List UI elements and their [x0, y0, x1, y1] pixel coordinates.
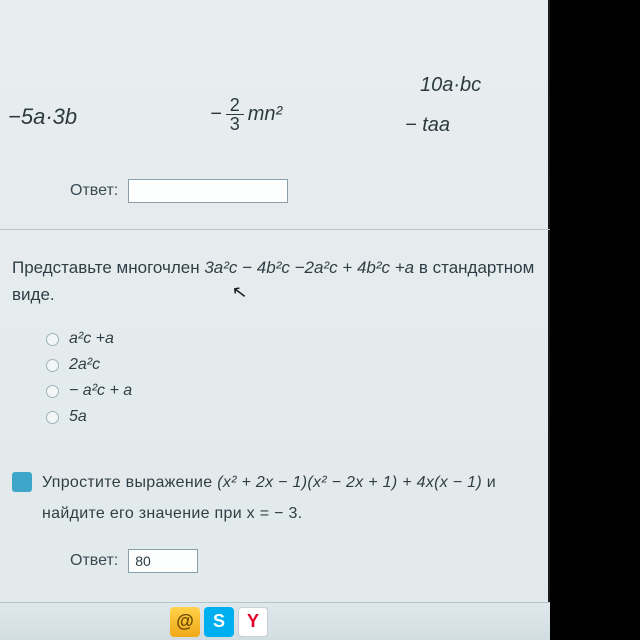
expr-right-top: 10a·bc	[420, 74, 481, 97]
radio-icon	[46, 411, 59, 424]
answer-row-1: Ответ:	[0, 157, 550, 225]
fraction: 2 3	[226, 96, 244, 133]
option-label: 5a	[69, 408, 87, 426]
q2-expr: (x² + 2x − 1)(x² − 2x + 1) + 4x(x − 1)	[217, 474, 482, 491]
frac-num: 2	[226, 96, 244, 115]
q2-line1a: Упростите выражение	[42, 474, 217, 491]
radio-icon	[46, 333, 59, 346]
question-1: Представьте многочлен 3a²c − 4b²c −2a²c …	[0, 230, 550, 318]
expr-middle: − 2 3 mn²	[210, 96, 282, 133]
option-4[interactable]: 5a	[46, 404, 550, 430]
yandex-icon[interactable]: Y	[238, 607, 268, 637]
option-label: − a²c + a	[69, 382, 132, 400]
expr-left: −5a·3b	[0, 104, 77, 130]
skype-icon[interactable]: S	[204, 607, 234, 637]
answer-row-2: Ответ:	[0, 535, 550, 573]
option-label: 2a²c	[69, 356, 100, 374]
expression-row: −5a·3b − 2 3 mn² 10a·bc − taa	[0, 92, 550, 157]
option-2[interactable]: 2a²c	[46, 352, 550, 378]
q1-poly: 3a²c − 4b²c −2a²c + 4b²c +a	[204, 258, 414, 277]
q1-suffix: в стандартном	[414, 258, 534, 277]
q2-line2: найдите его значение при x = − 3.	[42, 499, 538, 529]
cursor-icon: ↖	[231, 281, 249, 304]
options-list: a²c +a 2a²c − a²c + a 5a	[0, 318, 550, 430]
expr-right-bot: − taa	[405, 114, 450, 137]
q1-line2: виде.	[12, 281, 538, 308]
question-2: Упростите выражение (x² + 2x − 1)(x² − 2…	[0, 458, 550, 535]
q1-prefix: Представьте многочлен	[12, 258, 204, 277]
frac-den: 3	[226, 115, 244, 133]
option-3[interactable]: − a²c + a	[46, 378, 550, 404]
answer-label-1: Ответ:	[70, 182, 118, 200]
question-badge-icon	[12, 472, 32, 492]
taskbar: @ S Y	[0, 602, 550, 640]
mid-prefix: −	[210, 103, 222, 126]
option-1[interactable]: a²c +a	[46, 326, 550, 352]
mid-suffix: mn²	[248, 103, 282, 126]
answer-input-2[interactable]	[128, 549, 198, 573]
answer-input-1[interactable]	[128, 179, 288, 203]
option-label: a²c +a	[69, 330, 114, 348]
quiz-screen: −5a·3b − 2 3 mn² 10a·bc − taa Ответ: Пре…	[0, 0, 550, 640]
radio-icon	[46, 385, 59, 398]
q2-line1c: и	[482, 474, 496, 491]
radio-icon	[46, 359, 59, 372]
mail-icon[interactable]: @	[170, 607, 200, 637]
answer-label-2: Ответ:	[70, 552, 118, 570]
